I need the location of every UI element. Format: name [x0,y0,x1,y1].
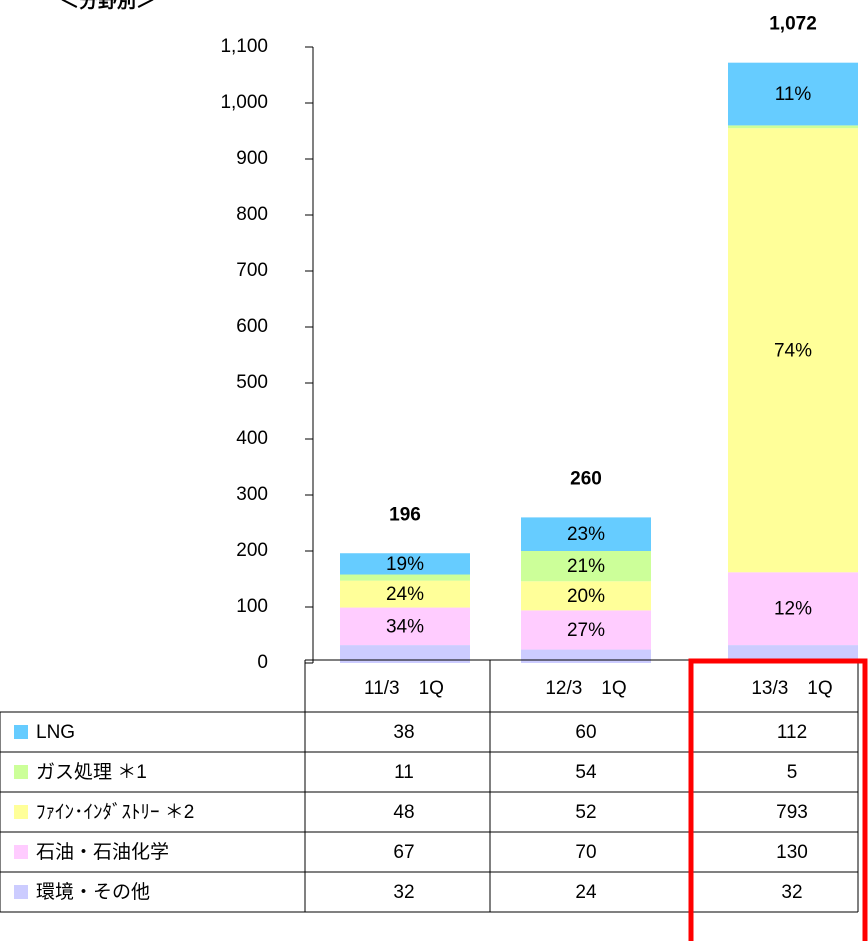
table-value: 32 [393,882,414,903]
percent-label: 34% [386,616,424,637]
legend-swatch [14,845,28,859]
bar-segment [340,607,470,646]
total-label: 1,072 [769,14,817,35]
bar-segment [728,62,858,126]
y-tick-label: 500 [236,372,268,393]
bar-segment [340,553,470,575]
percent-label: 12% [774,599,812,620]
y-tick-label: 100 [236,596,268,617]
table-value: 67 [393,842,414,863]
bar-segment [728,572,858,646]
bar-segment [521,517,651,551]
chart-title: ＜分野別＞ [60,0,155,12]
y-tick-label: 1,100 [220,36,268,57]
percent-label: 21% [567,556,605,577]
bar-segment [521,581,651,611]
legend-label: 石油・石油化学 [36,841,169,863]
table-value: 32 [781,882,802,903]
table-value: 24 [575,882,597,903]
bar-segment [521,649,651,663]
bar-segment [340,645,470,663]
x-tick-label: 12/3 1Q [545,678,626,699]
highlight-box [688,658,868,941]
table-value: 70 [575,842,596,863]
bar-segment [728,125,858,129]
percent-label: 23% [567,524,605,545]
legend-swatch [14,765,28,779]
x-tick-label: 13/3 1Q [751,678,832,699]
bar-segment [340,574,470,581]
y-tick-label: 1,000 [220,92,268,113]
y-tick-label: 800 [236,204,268,225]
table-value: 54 [575,762,597,783]
y-tick-label: 300 [236,484,268,505]
bar-segment [521,551,651,582]
table-value: 130 [776,842,808,863]
table-value: 112 [777,722,807,743]
table-value: 60 [575,722,596,743]
bar-segment [728,128,858,573]
percent-label: 19% [386,554,424,575]
percent-label: 24% [386,584,424,605]
percent-label: 74% [774,340,812,361]
total-label: 196 [389,504,421,525]
percent-label: 27% [567,620,605,641]
table-value: 52 [575,802,596,823]
table-value: 5 [787,762,798,783]
y-tick-label: 0 [257,652,268,673]
legend-label: ガス処理 ＊1 [36,761,147,783]
percent-label: 20% [567,586,605,607]
legend-label: LNG [36,722,75,743]
x-tick-label: 11/3 1Q [364,678,444,699]
legend-swatch [14,885,28,899]
legend-label: ﾌｧｲﾝ･ｲﾝﾀﾞｽﾄﾘｰ ＊2 [36,801,194,823]
legend-swatch [14,805,28,819]
bar-segment [340,580,470,608]
legend-swatch [14,725,28,739]
y-tick-label: 200 [236,540,268,561]
table-value: 793 [776,802,808,823]
total-label: 260 [570,468,602,489]
table-value: 48 [393,802,414,823]
y-tick-label: 600 [236,316,268,337]
percent-label: 11% [775,84,812,105]
y-tick-label: 900 [236,148,268,169]
legend-label: 環境・その他 [36,881,150,903]
y-tick-label: 400 [236,428,268,449]
table-value: 38 [393,722,414,743]
y-tick-label: 700 [236,260,268,281]
bar-segment [521,610,651,650]
table-value: 11 [394,762,414,783]
